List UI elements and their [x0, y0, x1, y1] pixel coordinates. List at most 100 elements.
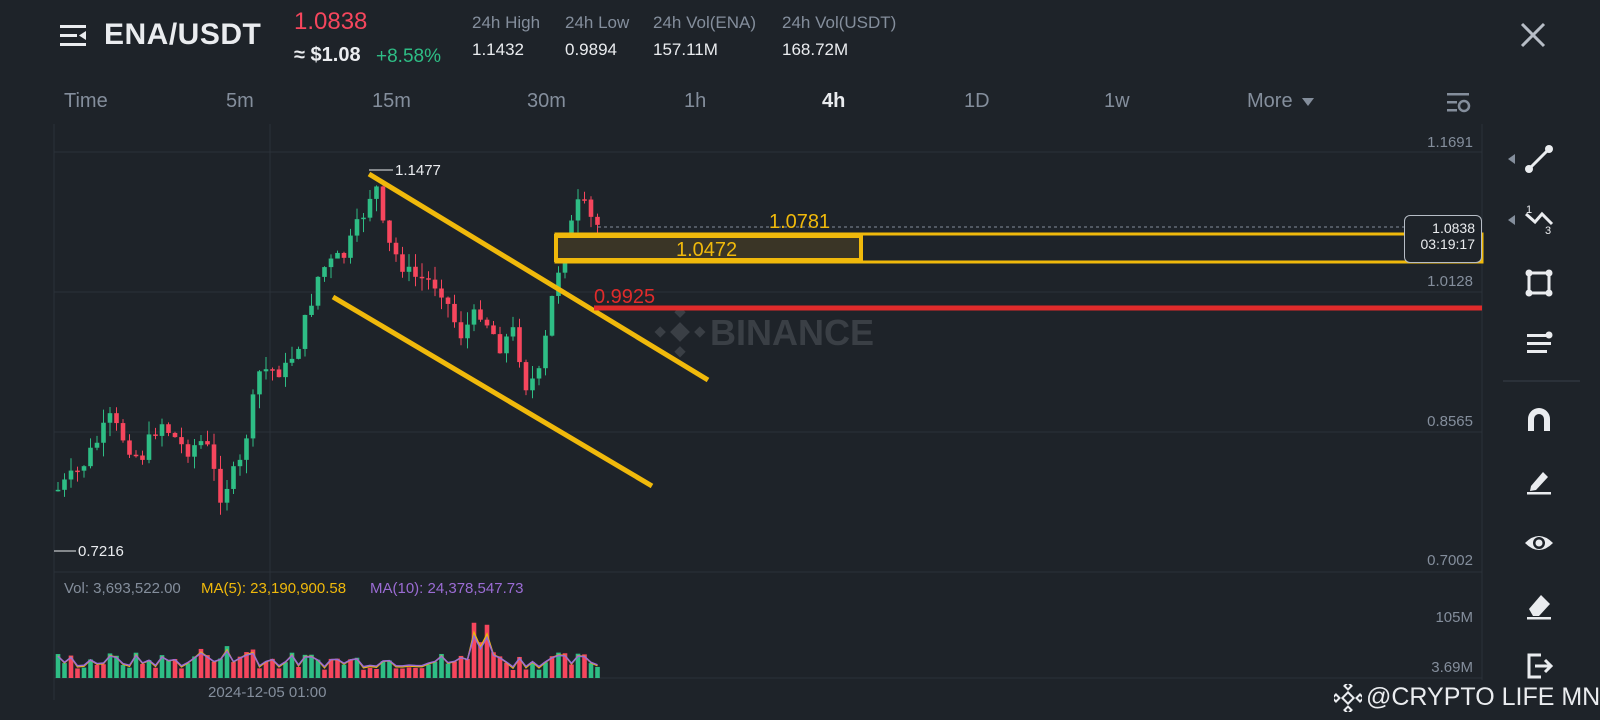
candle-body	[354, 219, 360, 236]
channel-lower-line[interactable]	[331, 294, 654, 489]
candle-body	[471, 309, 477, 325]
binance-logo-icon	[1334, 684, 1362, 712]
tab-1d[interactable]: 1D	[964, 90, 990, 112]
candle-body	[172, 432, 178, 438]
candle-body	[387, 220, 392, 243]
candle-body	[530, 378, 535, 391]
volume-bar	[205, 655, 210, 678]
volume-bar	[426, 664, 431, 678]
tab-time[interactable]: Time	[64, 90, 108, 112]
magnet-icon[interactable]	[1523, 403, 1555, 435]
candle-body	[393, 242, 399, 255]
tab-1h[interactable]: 1h	[684, 90, 707, 112]
candle-body	[335, 252, 340, 259]
stat-label-24h-vol-ena: 24h Vol(ENA)	[653, 13, 756, 32]
volume-bar	[302, 654, 308, 678]
volume-bar	[146, 659, 152, 678]
volume-bar	[536, 669, 542, 678]
chart-settings-icon[interactable]	[1446, 90, 1472, 114]
tab-4h[interactable]: 4h	[822, 90, 846, 112]
close-icon[interactable]	[1516, 18, 1550, 52]
volume-bar	[543, 662, 548, 678]
volume-bar	[569, 664, 574, 678]
volume-bar	[582, 654, 587, 678]
volume-bar	[510, 669, 516, 678]
candle-body	[250, 394, 256, 439]
candle-body	[510, 327, 516, 337]
candle-body	[192, 445, 197, 457]
volume-bar	[133, 652, 139, 678]
candle-body	[309, 305, 314, 315]
candle-body	[595, 216, 600, 225]
candle-body	[211, 444, 217, 469]
volume-bar	[101, 664, 106, 678]
tool-expand-icon[interactable]	[1508, 154, 1515, 164]
volume-bar	[211, 661, 217, 678]
rectangle-icon[interactable]	[1523, 267, 1555, 299]
y-axis-label: 0.8565	[1427, 413, 1473, 430]
y-axis-label: 1.1691	[1427, 134, 1473, 151]
candle-body	[114, 413, 119, 424]
eye-icon[interactable]	[1523, 527, 1555, 559]
volume-bar	[185, 663, 191, 678]
candle-body	[55, 489, 61, 492]
volume-bar	[406, 667, 412, 678]
volume-bar	[94, 665, 100, 678]
parallel-channel-icon[interactable]	[1523, 328, 1555, 360]
volume-bar	[354, 657, 360, 678]
volume-bar	[497, 656, 503, 678]
volume-bar	[452, 661, 457, 678]
volume-bar	[367, 667, 373, 678]
exit-icon[interactable]	[1523, 650, 1555, 682]
candle-body	[218, 468, 223, 503]
volume-bar	[283, 662, 288, 678]
candle-body	[536, 368, 542, 379]
volume-bar	[68, 655, 74, 678]
pencil-icon[interactable]	[1523, 464, 1555, 496]
chevron-down-icon[interactable]	[1302, 98, 1314, 106]
pair-title[interactable]: ENA/USDT	[104, 18, 262, 51]
volume-bar	[192, 656, 197, 678]
volume-bar	[588, 663, 594, 678]
tool-expand-icon[interactable]	[1508, 215, 1515, 225]
volume-bar	[419, 668, 425, 678]
candle-body	[276, 369, 282, 378]
candle-body	[62, 479, 67, 490]
credit-text: @CRYPTO LIFE MNE	[1366, 683, 1600, 711]
stat-value-24h-low: 0.9894	[565, 40, 617, 59]
volume-bar	[244, 652, 249, 678]
eraser-icon[interactable]	[1523, 589, 1555, 621]
level-label-1: 1.0781	[769, 211, 830, 233]
volume-bar	[218, 658, 223, 678]
candle-body	[101, 422, 106, 443]
candle-body	[133, 454, 139, 457]
volume-bar	[458, 655, 464, 678]
volume-bar	[107, 653, 113, 678]
tab-30m[interactable]: 30m	[527, 90, 566, 112]
tab-15m[interactable]: 15m	[372, 90, 411, 112]
zone-highlight-box[interactable]	[554, 234, 863, 262]
stat-value-24h-vol-usdt: 168.72M	[782, 40, 849, 59]
volume-bar	[549, 656, 555, 678]
volume-bar	[127, 667, 132, 678]
menu-icon[interactable]	[60, 22, 88, 50]
volume-bar	[75, 668, 80, 678]
tab-1w[interactable]: 1w	[1104, 90, 1130, 112]
ma10-line	[57, 634, 598, 668]
tab-more[interactable]: More	[1247, 90, 1293, 112]
volume-bar	[263, 661, 269, 678]
volume-bar	[257, 668, 262, 678]
volume-series	[55, 622, 600, 678]
volume-bar	[276, 668, 282, 678]
volume-bar	[114, 655, 119, 678]
volume-bar	[374, 668, 379, 678]
channel-upper-line[interactable]	[367, 171, 710, 383]
candle-body	[361, 217, 366, 220]
candle-body	[491, 325, 496, 335]
candlestick-series	[55, 185, 600, 515]
candle-body	[556, 272, 561, 296]
tab-5m[interactable]: 5m	[226, 90, 254, 112]
trend-line-icon[interactable]	[1523, 143, 1555, 175]
